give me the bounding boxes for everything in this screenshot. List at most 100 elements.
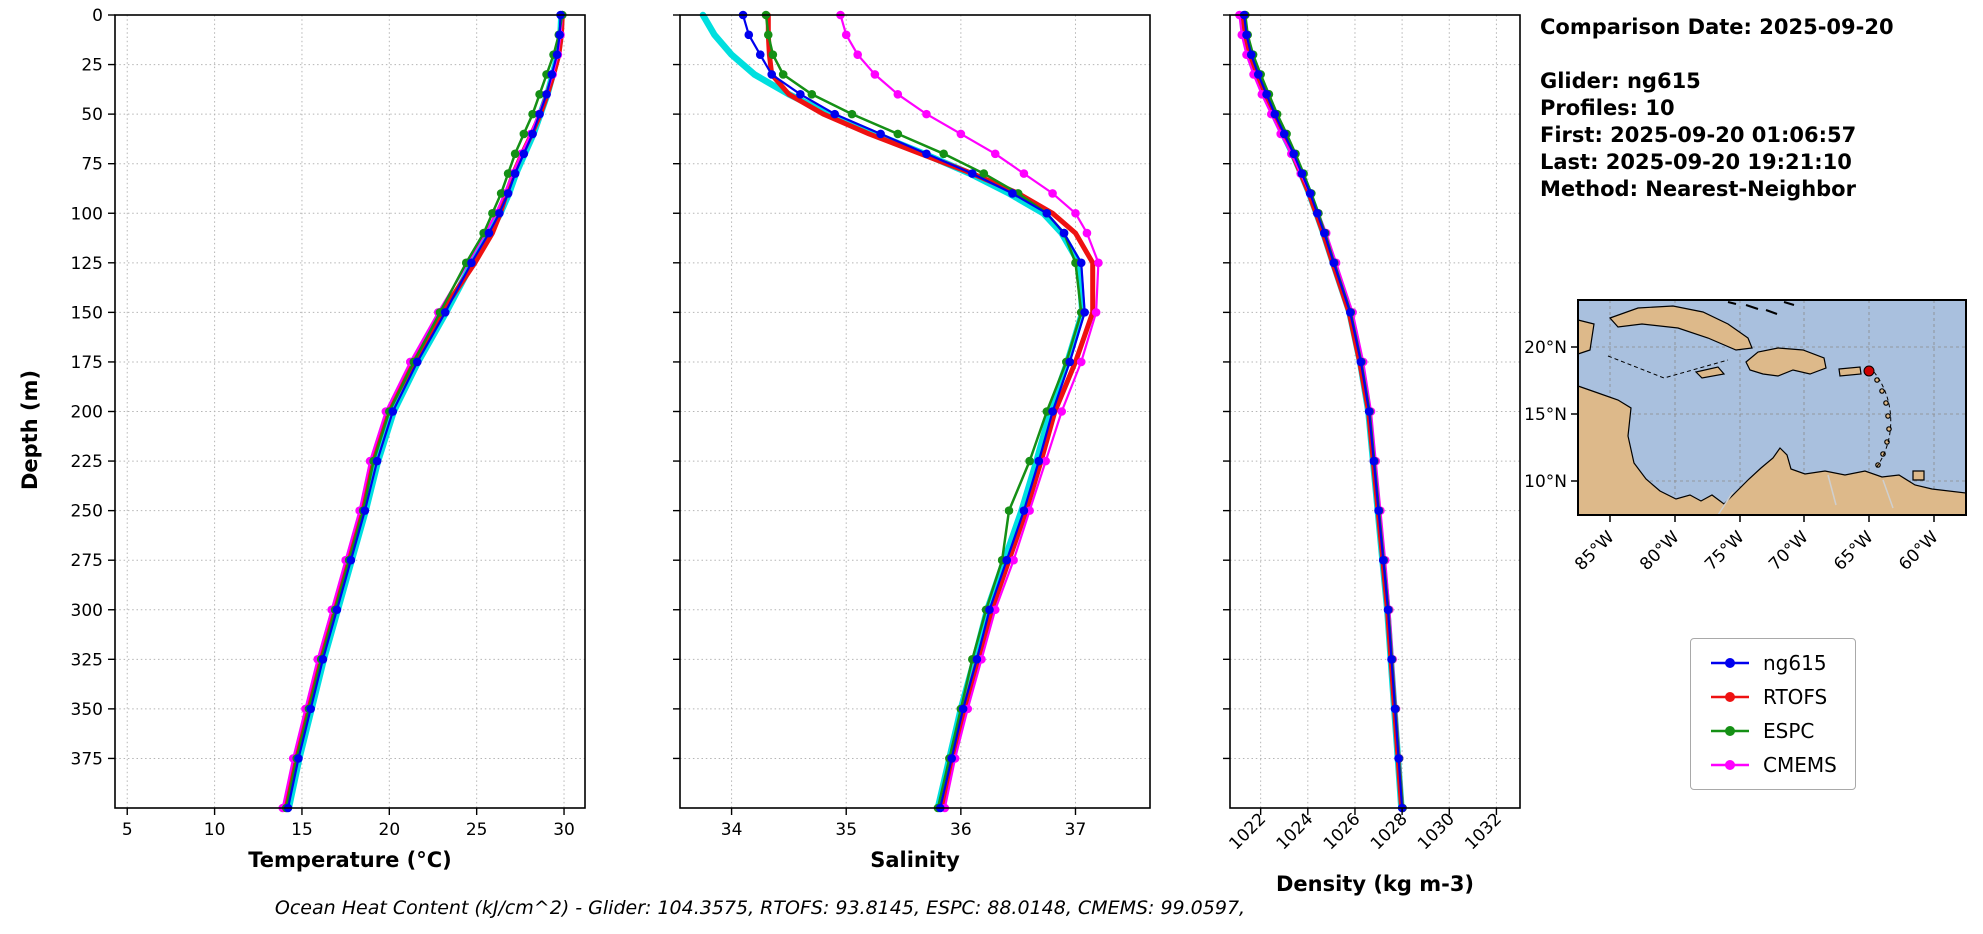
marker-ng615 xyxy=(1374,506,1383,515)
marker-ESPC xyxy=(778,70,788,79)
marker-CMEMS xyxy=(1009,555,1018,565)
svg-text:250: 250 xyxy=(71,502,103,522)
marker-CMEMS xyxy=(1082,228,1092,238)
marker-ESPC xyxy=(979,169,989,178)
legend-label: RTOFS xyxy=(1763,685,1828,709)
plot-canvas: 5 10 15 20 25 3002550751001251501752002252502… xyxy=(71,6,586,840)
marker-ng615 xyxy=(1312,208,1322,218)
marker-ng615 xyxy=(503,189,513,198)
profiles-text: Profiles: 10 xyxy=(1540,96,1675,120)
marker-ng615 xyxy=(552,50,562,59)
svg-text:5: 5 xyxy=(122,820,133,840)
location-map: 20°N 15°N 10°N 85°W 80°W 75°W 70°W 65°W 60°W xyxy=(1524,299,1967,575)
svg-text:60°W: 60°W xyxy=(1895,527,1942,574)
density-profile-plot: 1022 1024 1026 1028 1030 1032 xyxy=(1223,10,1521,854)
comparison-date-text: Comparison Date: 2025-09-20 xyxy=(1540,15,1894,39)
marker-ng615 xyxy=(294,754,303,763)
marker-ng615 xyxy=(1394,754,1403,763)
legend-marker-icon xyxy=(1711,760,1749,770)
svg-text:80°W: 80°W xyxy=(1636,527,1683,574)
marker-ng615 xyxy=(1270,109,1280,119)
svg-text:70°W: 70°W xyxy=(1765,527,1812,574)
marker-ng615 xyxy=(1364,407,1374,416)
marker-ng615 xyxy=(484,228,494,238)
marker-CMEMS xyxy=(990,149,1000,159)
svg-text:20°N: 20°N xyxy=(1524,338,1567,358)
marker-ESPC xyxy=(510,149,520,159)
glider-id-text: Glider: ng615 xyxy=(1540,69,1701,93)
svg-text:275: 275 xyxy=(71,551,103,571)
marker-CMEMS xyxy=(893,90,903,99)
marker-ng615 xyxy=(1008,189,1017,198)
temperature-axis-label: Temperature (°C) xyxy=(248,848,452,872)
svg-text:34: 34 xyxy=(721,820,743,840)
marker-ng615 xyxy=(1356,357,1366,367)
svg-text:200: 200 xyxy=(71,403,103,423)
marker-ng615 xyxy=(1345,308,1355,317)
marker-ESPC xyxy=(1004,506,1014,515)
bahamas-cays xyxy=(1727,301,1795,315)
series-ESPC xyxy=(764,13,1083,810)
legend-label: ng615 xyxy=(1763,651,1827,675)
marker-ng615 xyxy=(1034,456,1044,466)
marker-ng615 xyxy=(1065,357,1075,367)
marker-ng615 xyxy=(958,704,968,714)
marker-CMEMS xyxy=(956,129,966,139)
marker-ng615 xyxy=(495,208,504,218)
svg-text:325: 325 xyxy=(71,650,103,670)
density-axis-label: Density (kg m-3) xyxy=(1275,872,1475,896)
marker-ng615 xyxy=(519,149,529,159)
depth-axis-label: Depth (m) xyxy=(18,369,42,491)
marker-ng615 xyxy=(1369,456,1379,466)
series-RTOFS xyxy=(765,12,1096,811)
landmass-jamaica xyxy=(1694,366,1726,379)
marker-ng615 xyxy=(830,109,840,119)
marker-ESPC xyxy=(496,189,506,198)
marker-ng615 xyxy=(1297,169,1307,178)
marker-ng615 xyxy=(767,70,777,79)
marker-ng615 xyxy=(1390,704,1400,714)
legend-item-cmems: CMEMS xyxy=(1709,753,1837,777)
svg-text:1032: 1032 xyxy=(1461,809,1506,854)
ocean-heat-content-caption: Ocean Heat Content (kJ/cm^2) - Glider: 1… xyxy=(274,897,1246,919)
marker-ESPC xyxy=(768,50,778,59)
svg-text:50: 50 xyxy=(81,105,103,125)
marker-ng615 xyxy=(388,407,398,416)
marker-ng615 xyxy=(372,456,382,466)
lesser-antilles-islands xyxy=(1874,377,1892,468)
legend-label: CMEMS xyxy=(1763,753,1837,777)
series-ng615 xyxy=(741,13,1086,810)
marker-ng615 xyxy=(412,357,422,367)
legend: ng615 RTOFS ESPC CMEMS xyxy=(1690,638,1856,790)
marker-CMEMS xyxy=(1048,189,1057,198)
plot-canvas: 1022 1024 1026 1028 1030 1032 xyxy=(1223,10,1521,854)
marker-ng615 xyxy=(1289,149,1298,159)
marker-ESPC xyxy=(519,129,529,139)
svg-text:10°N: 10°N xyxy=(1524,472,1567,492)
landmass-cuba xyxy=(1608,305,1753,351)
marker-ng615 xyxy=(440,308,450,317)
map-frame xyxy=(1577,299,1967,516)
marker-ng615 xyxy=(876,129,885,139)
marker-ng615 xyxy=(796,90,805,99)
svg-text:85°W: 85°W xyxy=(1571,527,1618,574)
svg-text:350: 350 xyxy=(71,700,103,720)
marker-ng615 xyxy=(535,109,544,119)
marker-ng615 xyxy=(1042,208,1052,218)
plot-canvas: 34 35 36 37 xyxy=(673,10,1151,840)
landmass-hispaniola xyxy=(1745,347,1827,377)
marker-ESPC xyxy=(763,30,773,40)
marker-CMEMS xyxy=(922,109,931,119)
svg-text:150: 150 xyxy=(71,303,103,323)
legend-label: ESPC xyxy=(1763,719,1815,743)
marker-ESPC xyxy=(528,109,537,119)
marker-CMEMS xyxy=(1091,308,1101,317)
marker-ESPC xyxy=(1025,456,1034,466)
legend-marker-icon xyxy=(1711,726,1749,736)
svg-text:36: 36 xyxy=(950,820,972,840)
marker-ESPC xyxy=(893,129,903,139)
marker-ng615 xyxy=(555,30,564,40)
svg-text:25: 25 xyxy=(81,56,103,76)
marker-ng615 xyxy=(1059,228,1069,238)
